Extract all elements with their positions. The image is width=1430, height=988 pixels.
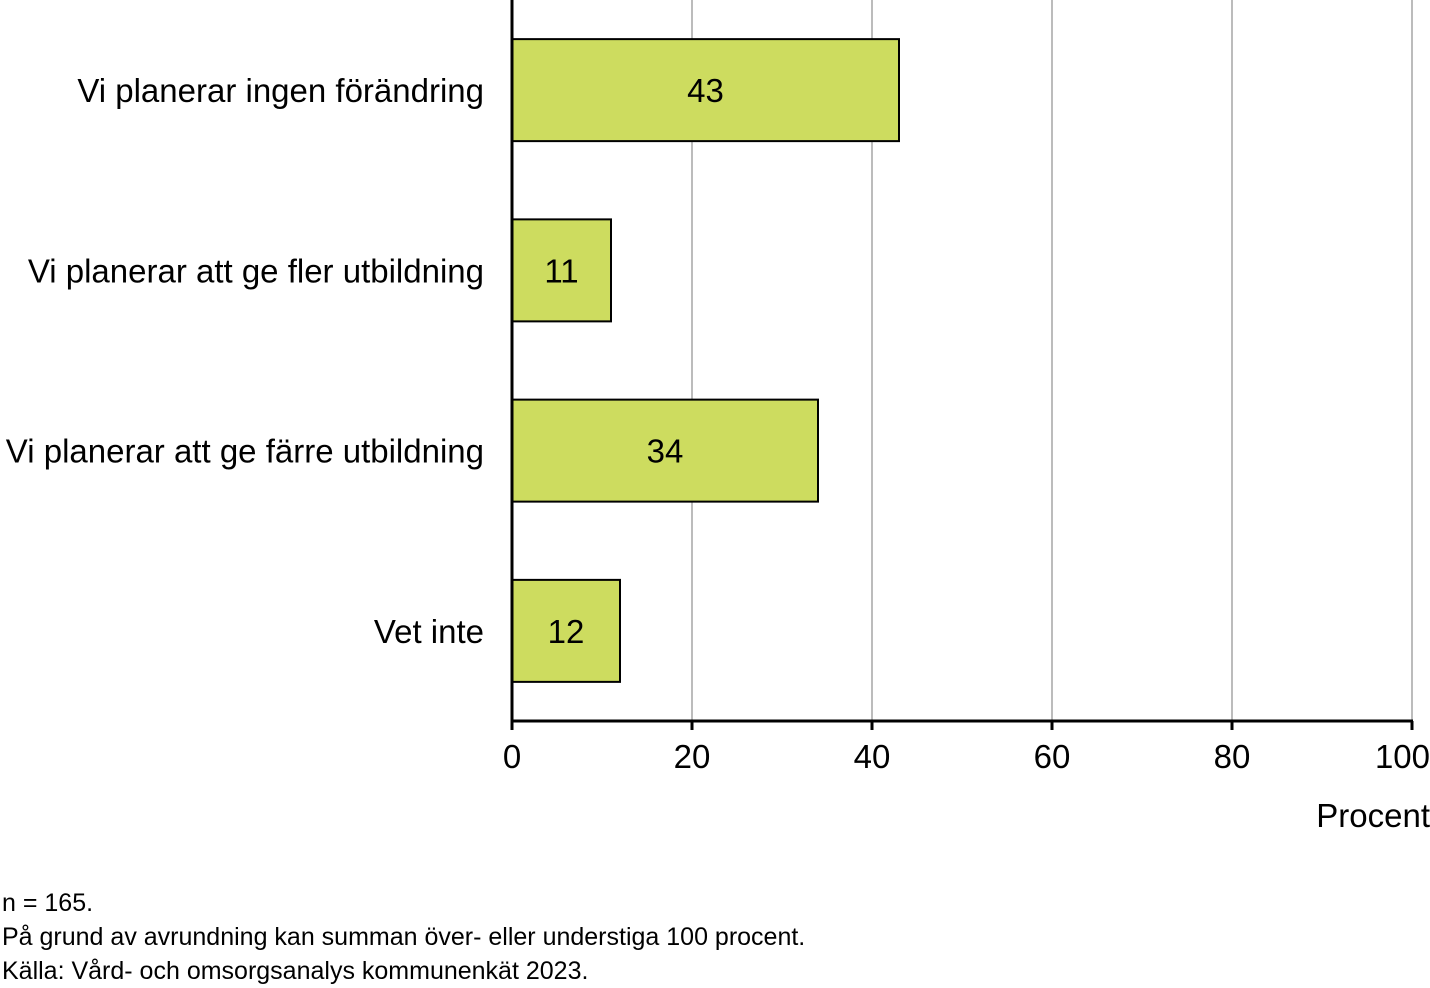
source-note: Källa: Vård- och omsorgsanalys kommunenk… [2,957,589,985]
x-tick-label-40: 40 [854,738,891,775]
x-tick-labels: 0 20 40 60 80 100 [503,738,1430,775]
rounding-note: På grund av avrundning kan summan över- … [2,923,806,951]
category-label-3: Vi planerar att ge färre utbildning [6,433,484,470]
bar-1 [511,38,900,143]
category-label-1: Vi planerar ingen förändring [77,72,484,109]
bar-value-label-2: 11 [544,252,578,289]
bar-chart: 43 11 34 12 0 20 40 60 80 100 Vi planerar ingen … [6,0,1430,834]
sample-size-note: n = 165. [2,889,94,917]
category-label-2: Vi planerar att ge fler utbildning [28,252,484,289]
bars: 43 11 34 12 [511,38,900,683]
category-label-4: Vet inte [374,613,484,650]
category-labels: Vi planerar ingen förändring Vi planerar … [6,72,484,650]
bar-value-label-1: 43 [687,72,724,109]
x-tick-label-60: 60 [1034,738,1071,775]
bar-3 [511,398,819,503]
x-tick-label-80: 80 [1214,738,1251,775]
x-axis-title: Procent [1316,797,1430,834]
bar-value-label-4: 12 [548,613,585,650]
x-tick-label-100: 100 [1375,738,1430,775]
bar-value-label-3: 34 [647,433,684,470]
bar-4 [511,578,621,683]
x-tick-label-20: 20 [674,738,711,775]
axes [510,0,1414,730]
chart-notes: n = 165. På grund av avrundning kan summ… [2,886,805,988]
x-tick-label-0: 0 [503,738,521,775]
